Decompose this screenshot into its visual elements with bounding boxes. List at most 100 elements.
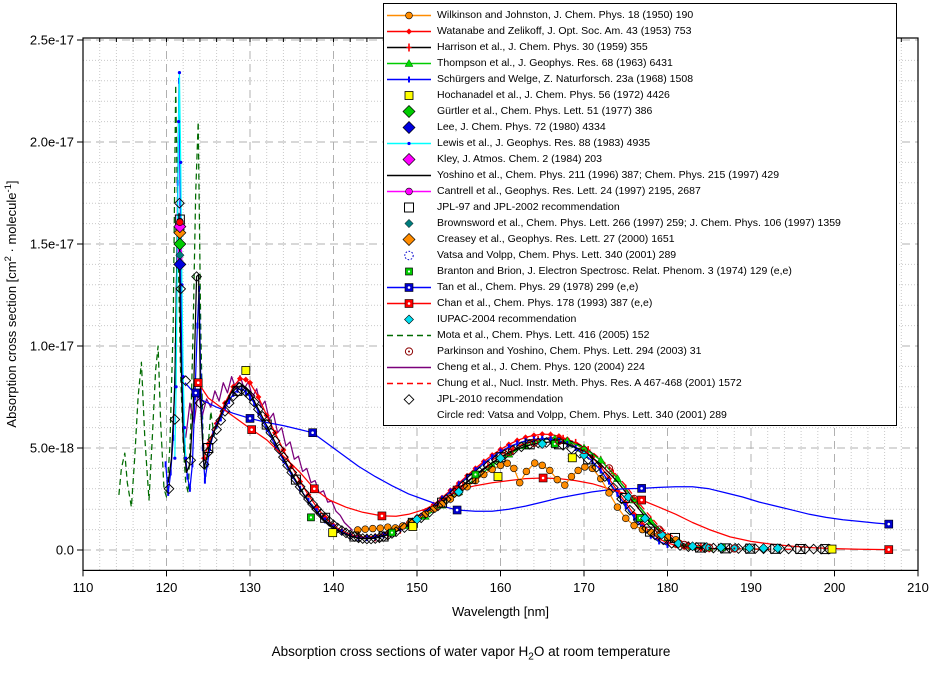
legend-item-label: Hochanadel et al., J. Chem. Phys. 56 (19… [437,89,670,101]
legend-box: Wilkinson and Johnston, J. Chem. Phys. 1… [383,3,897,426]
legend-item-parkinson: Parkinson and Yoshino, Chem. Phys. Lett.… [384,343,896,359]
legend-item-label: Watanabe and Zelikoff, J. Opt. Soc. Am. … [437,25,692,37]
chart-caption: Absorption cross sections of water vapor… [0,644,942,663]
legend-item-harrison: Harrison et al., J. Chem. Phys. 30 (1959… [384,39,896,55]
x-tick-label: 170 [573,580,595,595]
square-legend-icon [404,90,414,100]
y-tick-label: 1.5e-17 [30,237,74,252]
legend-item-label: Brownsword et al., Chem. Phys. Lett. 266… [437,217,841,229]
legend-item-chan: Chan et al., Chem. Phys. 178 (1993) 387 … [384,295,896,311]
legend-item-wilkinson: Wilkinson and Johnston, J. Chem. Phys. 1… [384,7,896,23]
y-tick-label: 0.0 [56,543,74,558]
series-cheng [185,374,354,532]
opencircle-legend-icon [404,346,414,356]
x-tick-label: 190 [740,580,762,595]
legend-item-iupac: IUPAC-2004 recommendation [384,311,896,327]
legend-item-label: Schürgers and Welge, Z. Naturforsch. 23a… [437,73,694,85]
greensquare-legend-icon [405,267,413,275]
legend-item-brownsword: Brownsword et al., Chem. Phys. Lett. 266… [384,215,896,231]
legend-item-jpl97: JPL-97 and JPL-2002 recommendation [384,199,896,215]
y-axis-title: Absorption cross section [cm2 · molecule… [3,180,19,427]
legend-item-label: Vatsa and Volpp, Chem. Phys. Lett. 340 (… [437,249,677,261]
legend-item-label: Yoshino et al., Chem. Phys. 211 (1996) 3… [437,169,780,181]
series-mota [118,84,776,550]
legend-spacer [384,408,434,423]
diamond2-legend-icon [404,314,414,324]
opensquare-legend-icon [404,202,414,212]
legend-item-jpl2010: JPL-2010 recommendation [384,391,896,407]
y-tick-label: 1.0e-17 [30,339,74,354]
x-tick-label: 110 [73,580,94,595]
diamond-legend-icon [402,120,416,134]
y-tick-label: 2.0e-17 [30,135,74,150]
legend-item-label: Creasey et al., Geophys. Res. Lett. 27 (… [437,233,675,245]
circle-legend-icon [387,11,431,19]
plus-legend-icon [387,43,431,51]
x-tick-label: 180 [657,580,679,595]
legend-item-label: JPL-97 and JPL-2002 recommendation [437,201,620,213]
circle-legend-icon [387,187,431,195]
x-tick-label: 140 [323,580,345,595]
legend-item-gurtler: Gürtler et al., Chem. Phys. Lett. 51 (19… [384,103,896,119]
legend-item-label: Chung et al., Nucl. Instr. Meth. Phys. R… [437,377,742,389]
chung-line-icon [387,382,431,384]
y-tick-label: 2.5e-17 [30,33,74,48]
vtick-legend-icon [387,76,431,82]
sdiamond-legend-icon [387,28,431,34]
legend-item-kley: Kley, J. Atmos. Chem. 2 (1984) 203 [384,151,896,167]
legend-item-label: Lee, J. Chem. Phys. 72 (1980) 4334 [437,121,606,133]
legend-item-label: JPL-2010 recommendation [437,393,564,405]
caption-text: Absorption cross sections of water vapor… [271,644,529,659]
x-tick-label: 150 [406,580,428,595]
legend-item-thompson: Thompson et al., J. Geophys. Res. 68 (19… [384,55,896,71]
x-tick-label: 130 [239,580,261,595]
legend-item-label: Kley, J. Atmos. Chem. 2 (1984) 203 [437,153,602,165]
mota-line-icon [387,334,431,336]
legend-item-label: Branton and Brion, J. Electron Spectrosc… [437,265,792,277]
series-lee [173,257,187,271]
legend-item-label: Lewis et al., J. Geophys. Res. 88 (1983)… [437,137,651,149]
series-chan [193,378,894,554]
dotcircle-legend-icon [404,250,414,260]
legend-item-mota: Mota et al., Chem. Phys. Lett. 416 (2005… [384,327,896,343]
series-parkinson [504,436,739,553]
diamond-legend-icon [402,232,416,246]
sdiamond2-legend-icon [404,218,414,228]
axis-tick-labels: 110 120 130 140 150 160 170 180 190 200 210 0.0 5.0e… [3,33,929,620]
series-layer [118,71,894,555]
legend-item-label: Parkinson and Yoshino, Chem. Phys. Lett.… [437,345,702,357]
axis-ticks [77,39,919,577]
legend-item-creasey: Creasey et al., Geophys. Res. Lett. 27 (… [384,231,896,247]
legend-item-watanabe: Watanabe and Zelikoff, J. Opt. Soc. Am. … [384,23,896,39]
dot-legend-icon [387,141,431,145]
series-gurtler [173,237,187,251]
legend-item-label: Harrison et al., J. Chem. Phys. 30 (1959… [437,41,648,53]
diamond-legend-icon [402,104,416,118]
legend-item-cheng: Cheng et al., J. Chem. Phys. 120 (2004) … [384,359,896,375]
legend-item-yoshino: Yoshino et al., Chem. Phys. 211 (1996) 3… [384,167,896,183]
cheng-line-icon [387,366,431,368]
legend-item-jpl2010-note: Circle red: Vatsa and Volpp, Chem. Phys.… [384,407,896,423]
legend-item-hochanadel: Hochanadel et al., J. Chem. Phys. 56 (19… [384,87,896,103]
legend-item-label: Cantrell et al., Geophys. Res. Lett. 24 … [437,185,701,197]
legend-item-label: Circle red: Vatsa and Volpp, Chem. Phys.… [437,409,727,421]
legend-item-branton: Branton and Brion, J. Electron Spectrosc… [384,263,896,279]
diamond-legend-icon [402,152,416,166]
legend-item-label: Mota et al., Chem. Phys. Lett. 416 (2005… [437,329,650,341]
yoshino-line-icon [387,174,431,176]
legend-item-label: IUPAC-2004 recommendation [437,313,577,325]
legend-item-vatsa: Vatsa and Volpp, Chem. Phys. Lett. 340 (… [384,247,896,263]
opendiamond-legend-icon [403,393,415,405]
legend-item-label: Gürtler et al., Chem. Phys. Lett. 51 (19… [437,105,653,117]
legend-item-chung: Chung et al., Nucl. Instr. Meth. Phys. R… [384,375,896,391]
series-vatsa [176,218,184,226]
triangle-legend-icon [387,58,431,67]
x-axis-title: Wavelength [nm] [452,604,549,619]
series-tan [184,382,894,529]
y-tick-label: 5.0e-18 [30,441,74,456]
caption-text-2: O at room temperature [533,644,671,659]
x-tick-label: 210 [907,580,929,595]
x-tick-label: 120 [156,580,178,595]
squaredot-legend-icon [387,298,431,308]
